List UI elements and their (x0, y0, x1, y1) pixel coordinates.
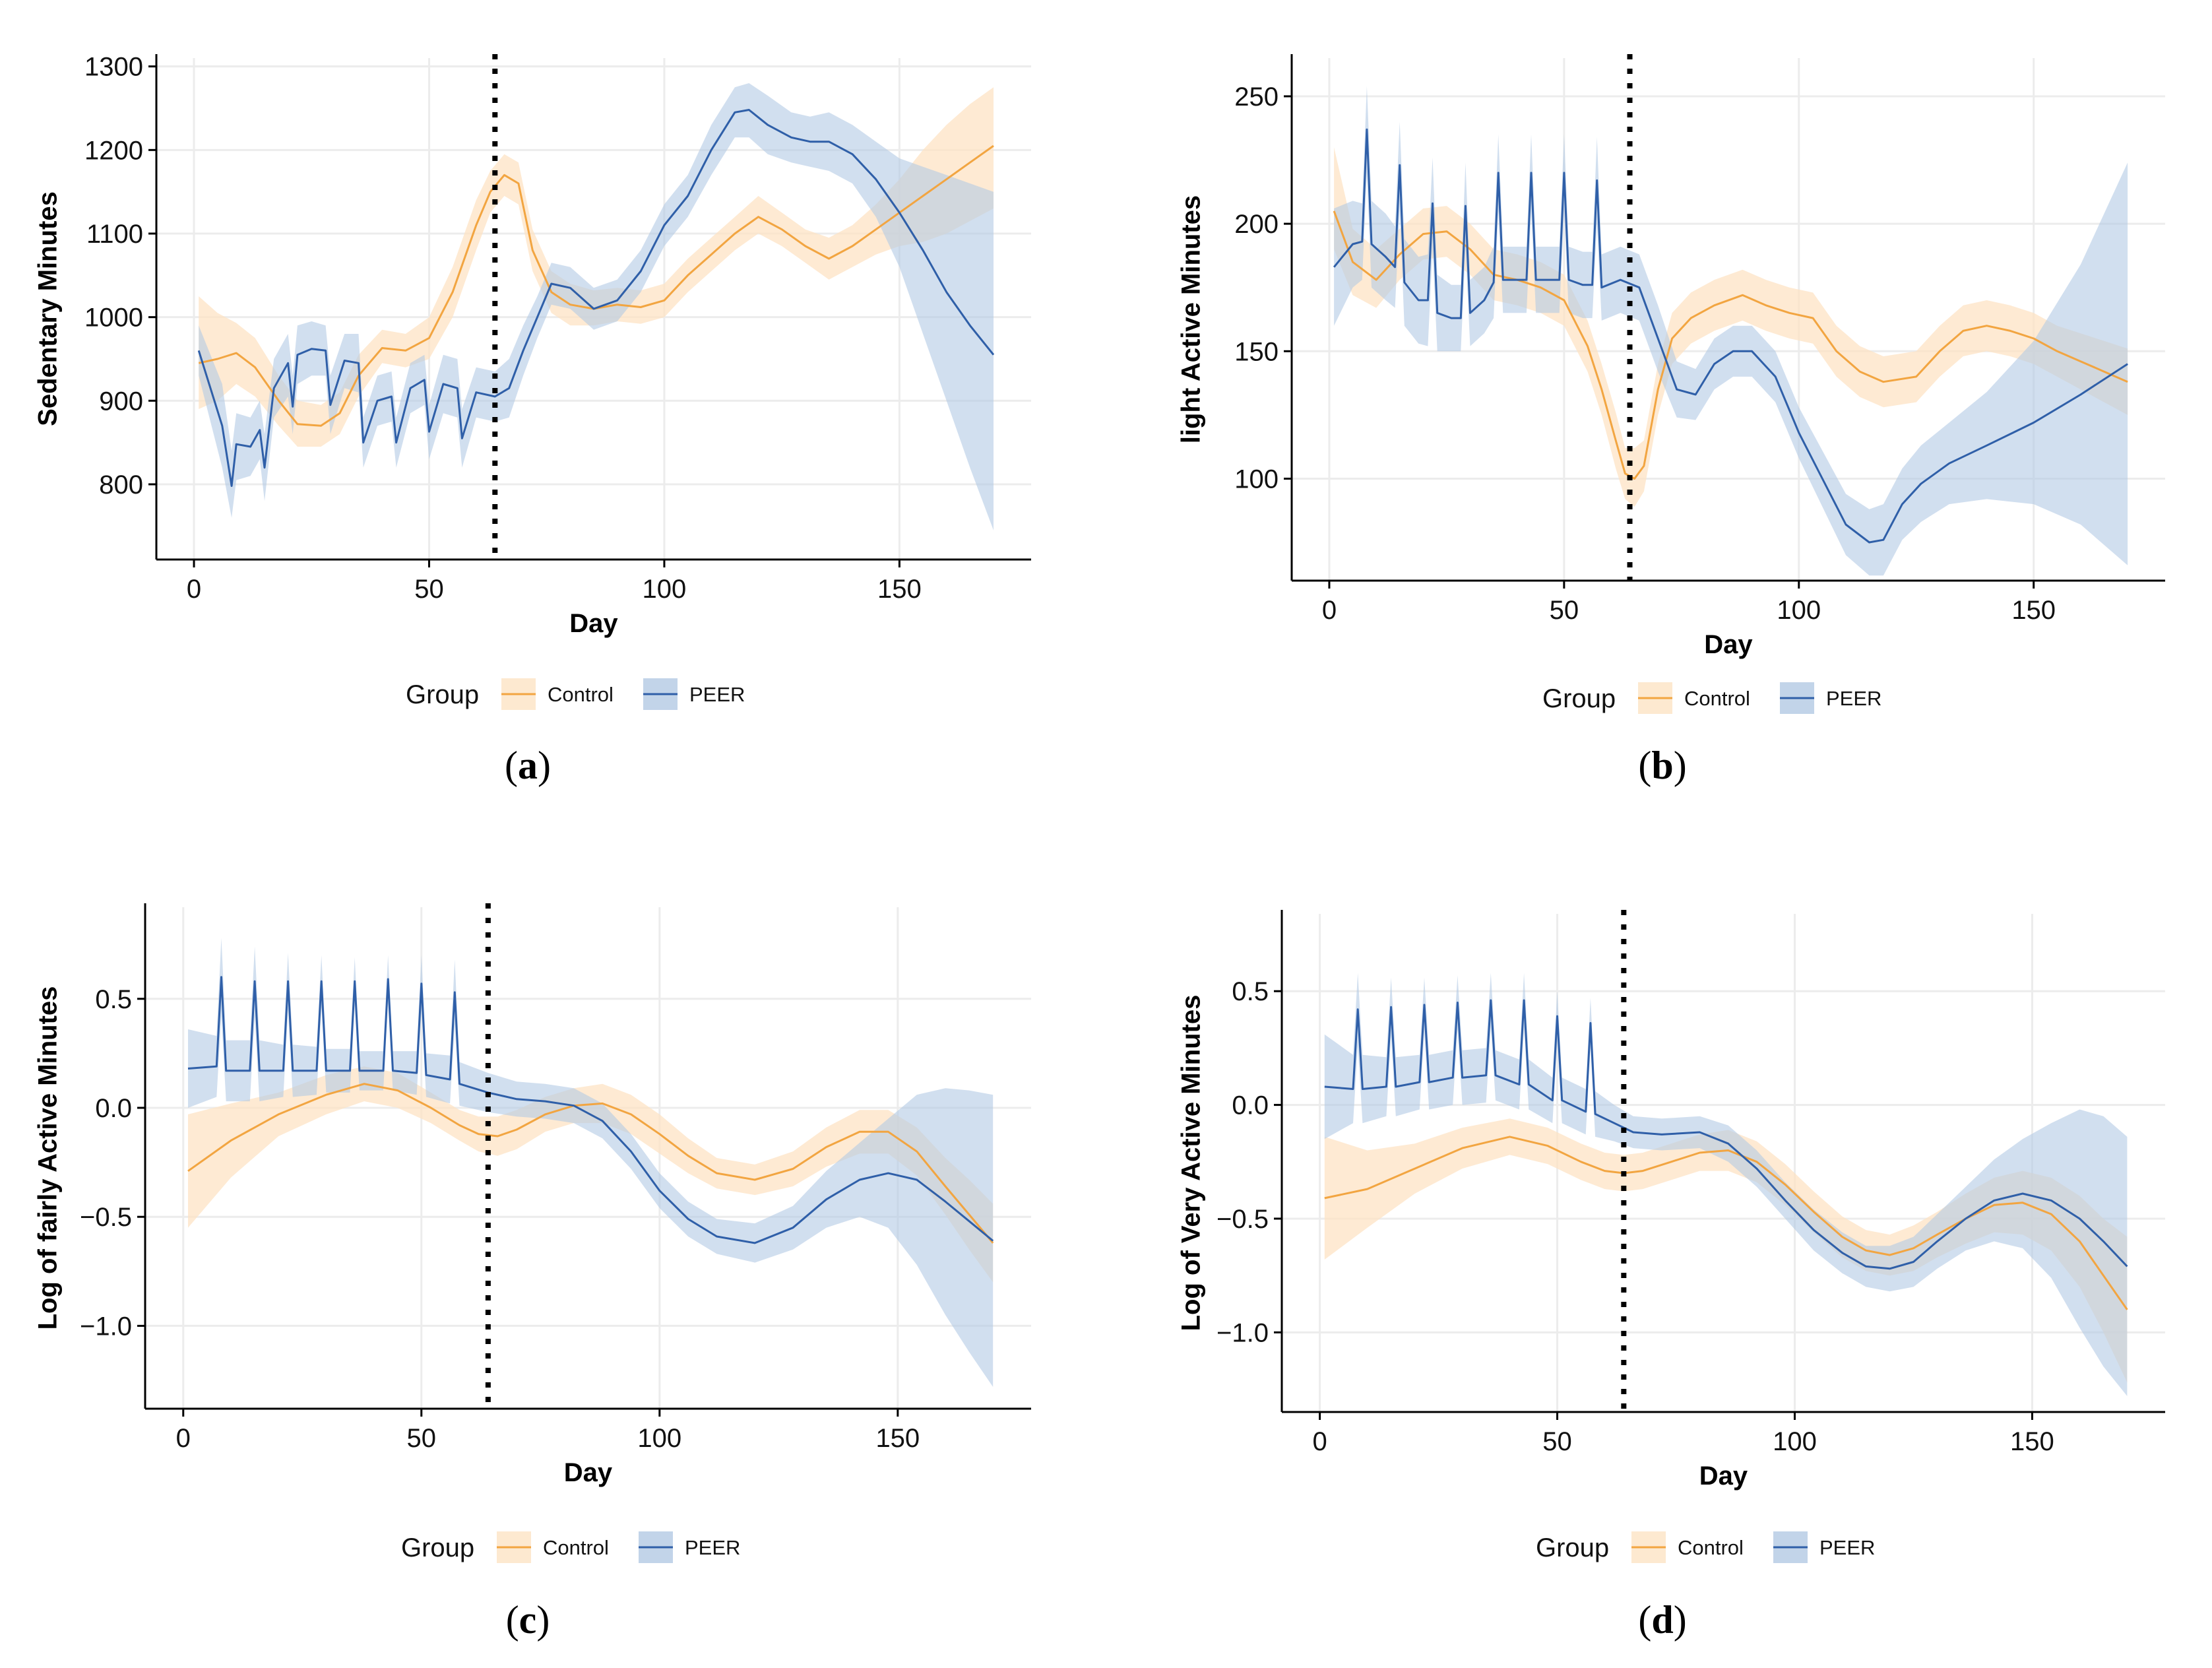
y-tick-label: −1.0 (1217, 1318, 1269, 1347)
y-tick-label: −0.5 (80, 1203, 132, 1232)
peer-series-line (197, 109, 995, 487)
panel-a-x-axis-title: Day (569, 609, 618, 638)
control-series-line (1324, 1136, 2128, 1310)
x-tick-label: 50 (1542, 1427, 1572, 1456)
y-tick-label: 250 (1234, 82, 1279, 112)
x-tick-label: 100 (643, 575, 687, 604)
legend-control-label: Control (548, 683, 614, 706)
panel-d-grid (1282, 914, 2165, 1412)
peer-series-line (1333, 128, 2128, 544)
panel-d-x-axis-title: Day (1699, 1461, 1748, 1491)
legend-title: Group (1536, 1533, 1609, 1562)
legend-title: Group (1542, 684, 1616, 713)
y-tick-label: 0.5 (95, 985, 132, 1014)
y-tick-label: −1.0 (80, 1312, 132, 1341)
panel-b-label: (b) (1638, 744, 1686, 787)
x-tick-label: 150 (2011, 596, 2056, 625)
y-tick-label: 0.0 (1232, 1091, 1269, 1120)
panel-d-axes (1274, 910, 2165, 1420)
x-tick-label: 150 (2010, 1427, 2054, 1456)
panel-b-x-axis-title: Day (1704, 630, 1753, 659)
panel-d-tick-labels: 0 50 100 150 −1.0 −0.5 0.0 0.5 (1217, 977, 2054, 1456)
panel-b-legend: Group Control PEER (1542, 682, 1881, 714)
y-tick-label: 1100 (86, 220, 143, 249)
panel-c-x-axis-title: Day (564, 1458, 613, 1487)
x-tick-label: 100 (637, 1424, 681, 1453)
legend-title: Group (401, 1533, 474, 1562)
x-tick-label: 100 (1777, 596, 1821, 625)
panel-a-axes (148, 54, 1031, 567)
x-tick-label: 50 (414, 575, 444, 604)
panel-d-lines (1324, 999, 2128, 1310)
legend-control-label: Control (1678, 1536, 1744, 1559)
panel-d-legend: Group Control PEER (1536, 1531, 1875, 1563)
y-tick-label: 1000 (84, 304, 143, 333)
control-series-line (187, 1083, 994, 1244)
panel-a: 0 50 100 150 800 900 1000 1100 1200 1300 Day Sede… (34, 53, 1031, 787)
x-tick-label: 150 (877, 575, 922, 604)
legend-peer-label: PEER (689, 683, 745, 706)
y-tick-label: 900 (99, 387, 143, 416)
x-tick-label: 0 (1322, 596, 1337, 625)
panel-a-legend: Group Control PEER (406, 678, 745, 710)
x-tick-label: 0 (187, 575, 201, 604)
y-tick-label: 100 (1234, 465, 1279, 494)
panel-c-legend: Group Control PEER (401, 1531, 740, 1563)
panel-c: 0 50 100 150 −1.0 −0.5 0.0 0.5 Day Log of fairl… (34, 903, 1031, 1642)
panel-c-axes (137, 903, 1031, 1417)
y-tick-label: 800 (99, 470, 143, 499)
x-tick-label: 0 (176, 1424, 191, 1453)
legend-peer-label: PEER (1819, 1536, 1875, 1559)
legend-title: Group (406, 680, 479, 709)
panel-a-tick-labels: 0 50 100 150 800 900 1000 1100 1200 1300 (84, 53, 922, 604)
y-tick-label: −0.5 (1217, 1205, 1269, 1234)
peer-series-line (1324, 999, 2128, 1270)
legend-peer-label: PEER (685, 1536, 740, 1559)
legend-control-label: Control (543, 1536, 609, 1559)
panel-b: 0 50 100 150 100 150 200 250 Day light Active M… (1177, 54, 2165, 787)
panel-b-lines (1333, 128, 2128, 544)
panel-a-bands (199, 83, 994, 530)
x-tick-label: 150 (875, 1424, 920, 1453)
y-tick-label: 1300 (84, 53, 143, 82)
y-tick-label: 150 (1234, 337, 1279, 366)
panel-a-label: (a) (505, 744, 551, 787)
panel-c-lines (187, 976, 994, 1244)
y-tick-label: 0.5 (1232, 977, 1269, 1006)
panel-b-y-axis-title: light Active Minutes (1177, 195, 1206, 443)
x-tick-label: 100 (1773, 1427, 1817, 1456)
peer-series-line (187, 976, 994, 1244)
y-tick-label: 200 (1234, 210, 1279, 239)
panel-a-y-axis-title: Sedentary Minutes (34, 191, 63, 426)
control-series-line (198, 144, 994, 427)
control-series-line (1333, 210, 2128, 480)
control-confidence-band (1334, 147, 2128, 507)
y-tick-label: 0.0 (95, 1094, 132, 1123)
x-tick-label: 0 (1312, 1427, 1327, 1456)
panel-a-lines (197, 109, 995, 487)
panel-d-y-axis-title: Log of Very Active Minutes (1177, 995, 1206, 1331)
panel-d: 0 50 100 150 −1.0 −0.5 0.0 0.5 Day Log of Very … (1177, 910, 2165, 1642)
peer-confidence-band (188, 938, 994, 1387)
panel-c-tick-labels: 0 50 100 150 −1.0 −0.5 0.0 0.5 (80, 985, 920, 1453)
y-tick-label: 1200 (84, 136, 143, 165)
x-tick-label: 50 (1550, 596, 1579, 625)
panel-b-tick-labels: 0 50 100 150 100 150 200 250 (1234, 82, 2056, 625)
panel-c-bands (188, 938, 994, 1387)
panel-c-y-axis-title: Log of fairly Active Minutes (34, 986, 63, 1330)
legend-peer-label: PEER (1826, 687, 1881, 710)
legend-control-label: Control (1684, 687, 1750, 710)
x-tick-label: 50 (407, 1424, 437, 1453)
control-confidence-band (199, 87, 994, 447)
panel-d-label: (d) (1638, 1598, 1686, 1642)
peer-confidence-band (199, 83, 994, 530)
panel-c-label: (c) (506, 1598, 550, 1642)
panel-b-axes (1284, 54, 2165, 589)
